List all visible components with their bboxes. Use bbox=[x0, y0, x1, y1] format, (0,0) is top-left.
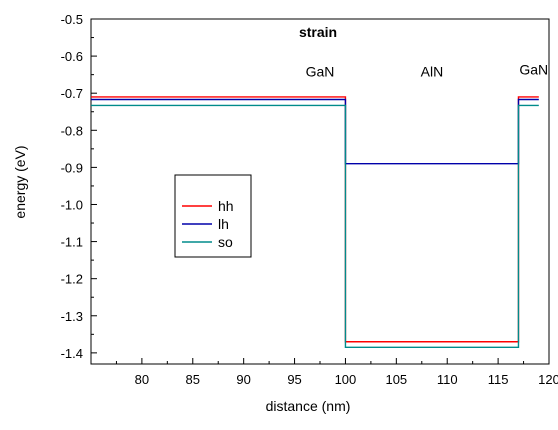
x-tick-label: 100 bbox=[335, 372, 357, 387]
x-tick-label: 120 bbox=[538, 372, 558, 387]
legend-label-lh: lh bbox=[218, 216, 229, 232]
x-tick-label: 110 bbox=[437, 372, 458, 387]
y-tick-label: -0.6 bbox=[61, 49, 83, 64]
y-tick-label: -1.1 bbox=[61, 235, 83, 250]
y-tick-label: -1.0 bbox=[61, 197, 83, 212]
x-axis: 80 85 90 95 100 105 110 115 120 bbox=[115, 358, 558, 387]
legend-label-hh: hh bbox=[218, 198, 234, 214]
x-axis-label: distance (nm) bbox=[266, 398, 351, 414]
x-tick-label: 80 bbox=[135, 372, 149, 387]
y-axis: -0.5 -0.6 -0.7 -0.8 -0.9 -1.0 -1.1 -1.2 -1.3 -1.4 bbox=[61, 12, 97, 361]
legend-label-so: so bbox=[218, 234, 233, 250]
y-tick-label: -0.8 bbox=[61, 123, 83, 138]
region-label: GaN bbox=[306, 64, 335, 80]
y-tick-label: -1.3 bbox=[61, 309, 83, 324]
x-tick-label: 90 bbox=[236, 372, 250, 387]
series-line-so bbox=[91, 104, 539, 349]
y-tick-label: -1.4 bbox=[61, 346, 83, 361]
chart-title: strain bbox=[299, 24, 337, 40]
y-tick-label: -0.7 bbox=[61, 86, 83, 101]
region-label: AlN bbox=[421, 64, 444, 80]
region-label: GaN bbox=[519, 62, 548, 78]
series-layer bbox=[91, 96, 539, 349]
x-tick-label: 115 bbox=[488, 372, 509, 387]
y-axis-label: energy (eV) bbox=[12, 145, 28, 218]
annotations: GaN AlN GaN bbox=[306, 62, 549, 80]
x-tick-label: 85 bbox=[186, 372, 200, 387]
y-tick-label: -0.5 bbox=[61, 12, 83, 27]
series-line-hh bbox=[91, 96, 539, 343]
x-tick-label: 105 bbox=[385, 372, 407, 387]
y-tick-label: -0.9 bbox=[61, 160, 83, 175]
y-tick-label: -1.2 bbox=[61, 272, 83, 287]
legend: hh lh so bbox=[174, 174, 252, 258]
x-tick-label: 95 bbox=[287, 372, 301, 387]
series-line-lh bbox=[91, 98, 539, 165]
legend-box bbox=[174, 174, 252, 258]
